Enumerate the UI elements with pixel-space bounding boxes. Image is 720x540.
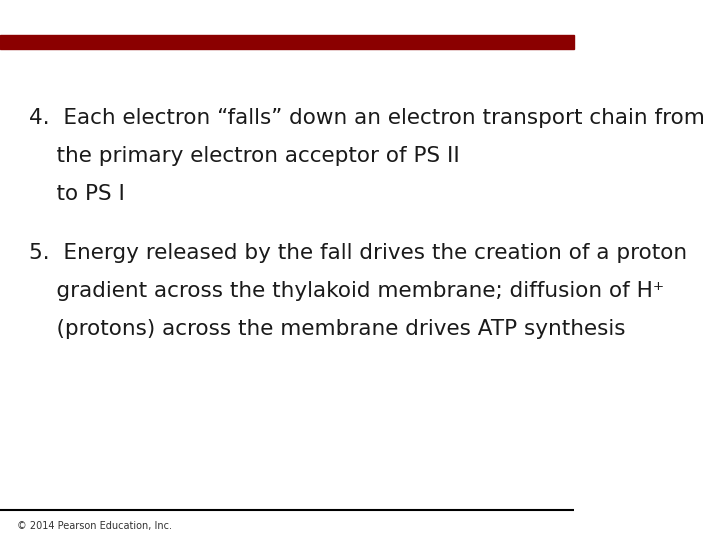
Text: (protons) across the membrane drives ATP synthesis: (protons) across the membrane drives ATP… — [29, 319, 625, 339]
Text: 5.  Energy released by the fall drives the creation of a proton: 5. Energy released by the fall drives th… — [29, 243, 687, 263]
Text: the primary electron acceptor of PS II: the primary electron acceptor of PS II — [29, 146, 459, 166]
Text: 4.  Each electron “falls” down an electron transport chain from: 4. Each electron “falls” down an electro… — [29, 108, 705, 128]
Text: to PS I: to PS I — [29, 184, 125, 204]
Text: gradient across the thylakoid membrane; diffusion of H⁺: gradient across the thylakoid membrane; … — [29, 281, 664, 301]
Text: © 2014 Pearson Education, Inc.: © 2014 Pearson Education, Inc. — [17, 522, 172, 531]
Bar — [0, 35, 575, 49]
